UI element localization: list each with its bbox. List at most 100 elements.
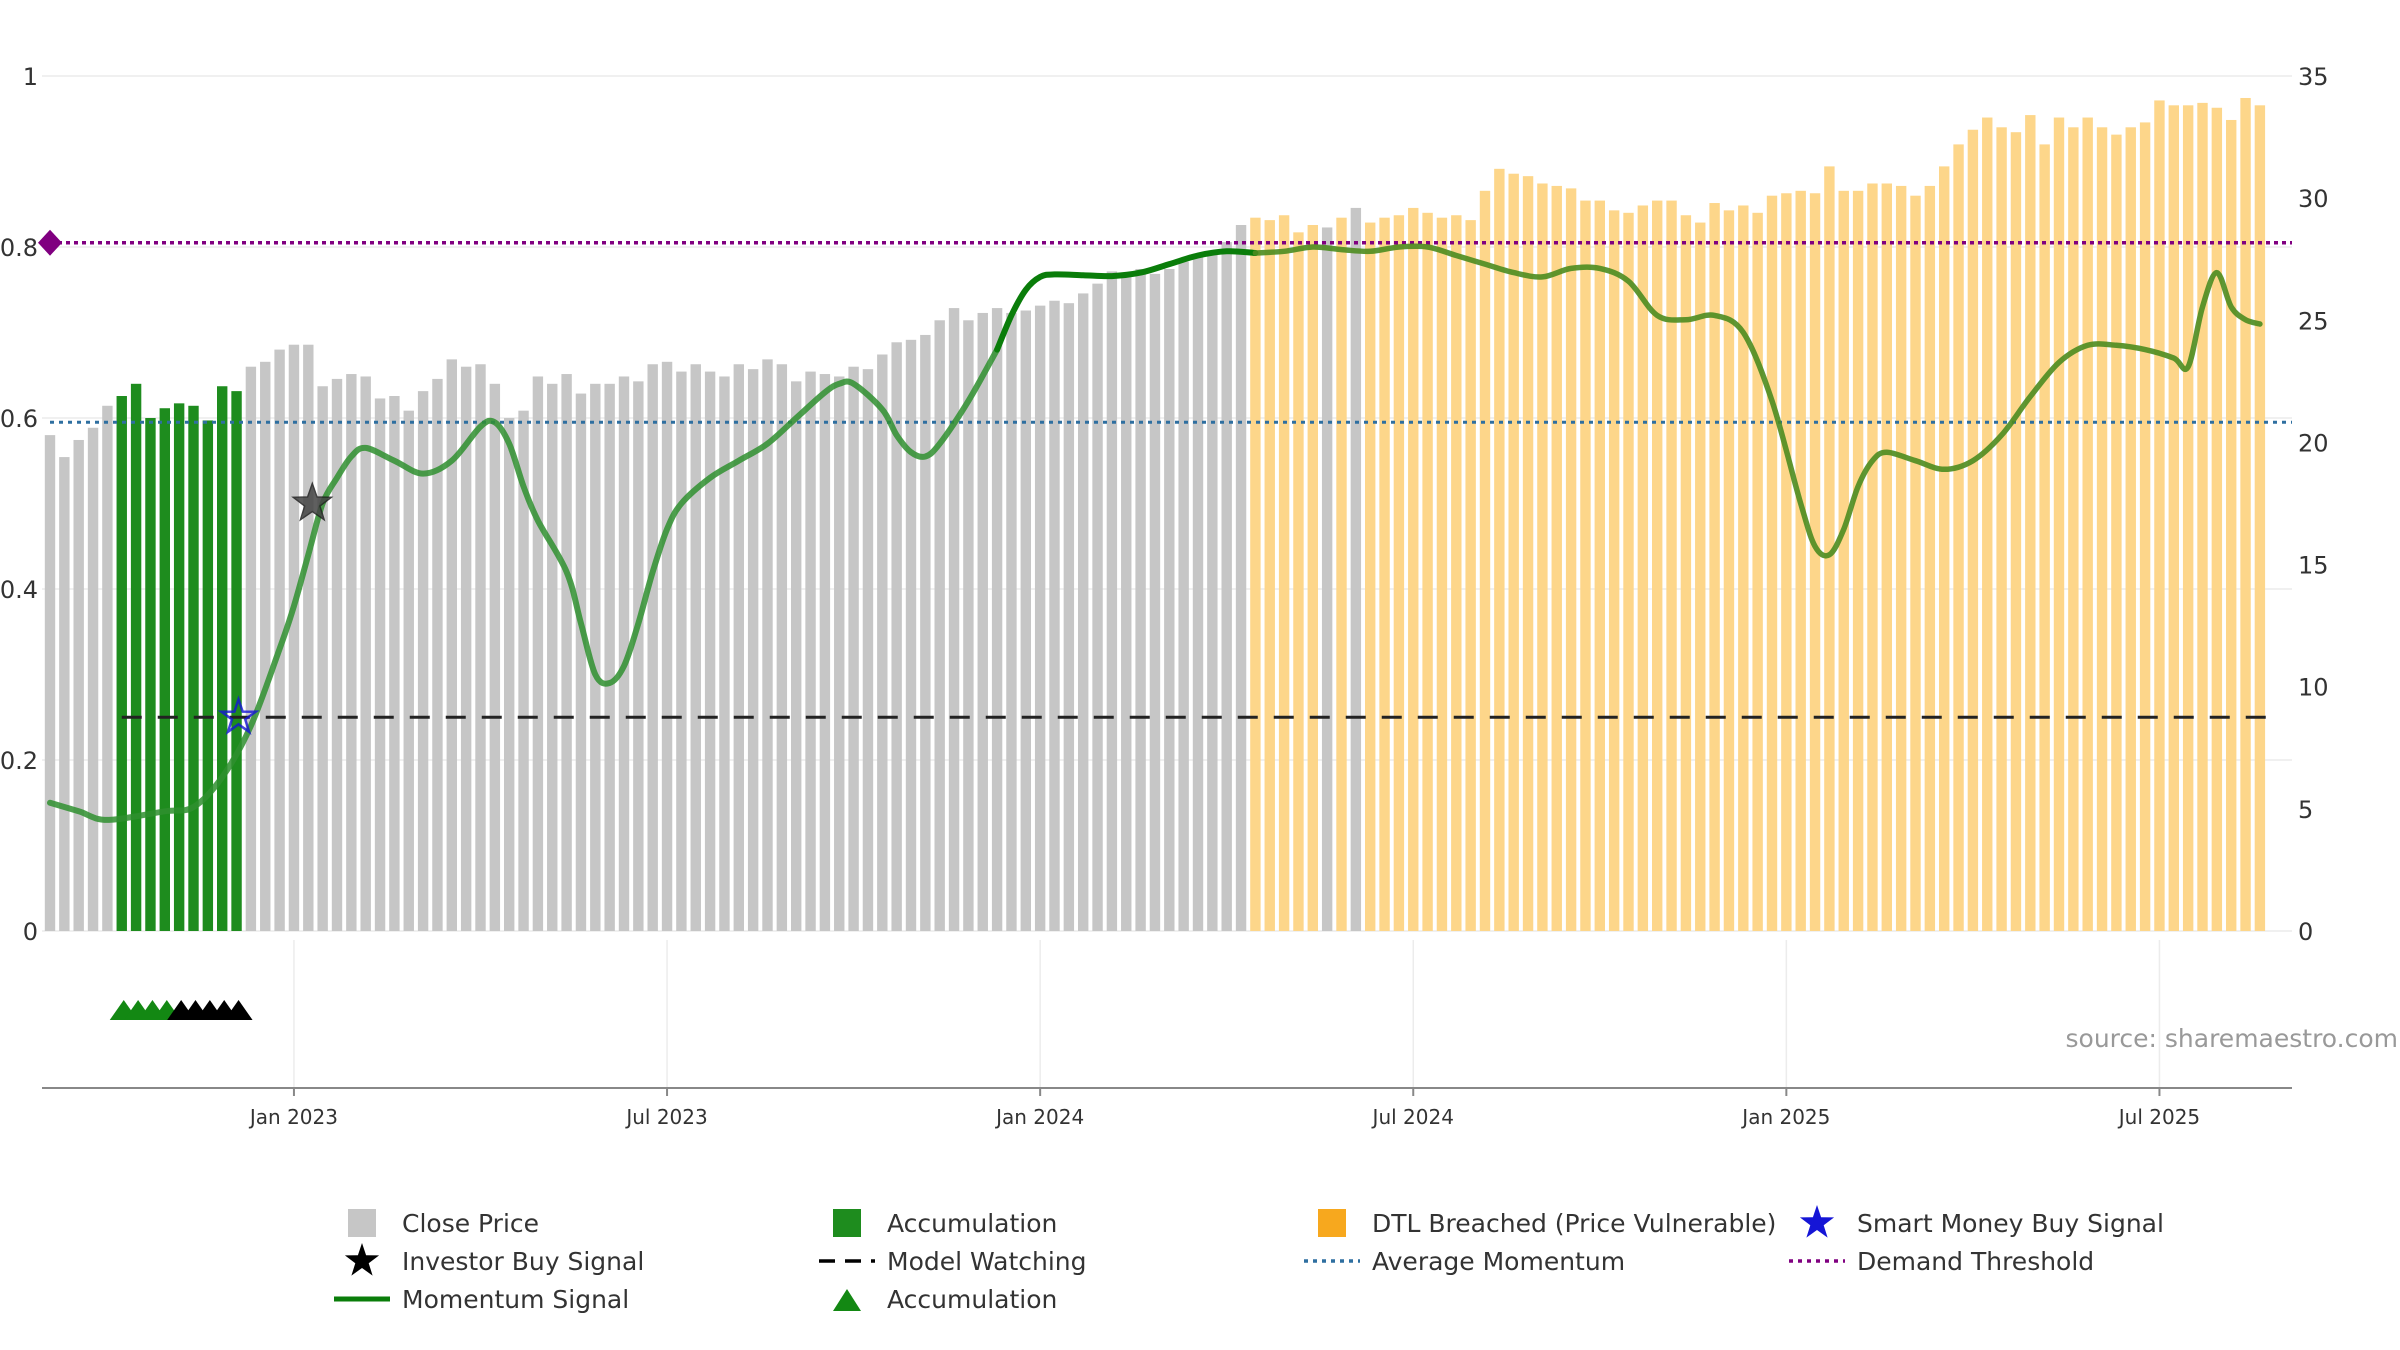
close-price-bar — [1034, 305, 1046, 932]
close-price-bar — [819, 374, 831, 931]
close-price-bar — [446, 359, 457, 931]
close-price-bar — [862, 369, 874, 932]
right-axis-label: 35 — [2298, 63, 2329, 91]
close-price-bar — [346, 374, 357, 931]
close-price-bar — [747, 369, 759, 932]
dtl-breached-bar — [1594, 200, 1605, 932]
dtl-breached-bar — [1709, 203, 1720, 931]
legend-item: Accumulation — [815, 1281, 1057, 1317]
close-price-bar — [805, 371, 816, 932]
close-price-bar — [1092, 283, 1103, 932]
green-line-icon — [330, 1281, 394, 1317]
dtl-breached-bar — [2254, 105, 2266, 932]
orange-square-icon — [1300, 1205, 1364, 1241]
close-price-bar — [934, 320, 945, 931]
dtl-breached-bar — [1781, 193, 1792, 931]
close-price-bar — [647, 364, 658, 931]
dtl-breached-bar — [1508, 173, 1519, 931]
legend-label: Momentum Signal — [402, 1284, 630, 1314]
dtl-breached-bar — [1766, 195, 1778, 931]
accumulation-triangle-black — [224, 1000, 253, 1020]
buy-signals — [217, 481, 334, 735]
left-axis-label: 0.8 — [0, 234, 38, 262]
x-tick-label: Jan 2024 — [994, 1105, 1084, 1129]
left-axis-label: 1 — [23, 63, 38, 91]
close-price-bar — [102, 405, 113, 931]
close-price-bar — [73, 439, 84, 931]
legend-item: Smart Money Buy Signal — [1785, 1205, 2164, 1241]
dtl-breached-bar — [1623, 212, 1634, 932]
dtl-breached-bar — [1494, 168, 1505, 932]
close-price-bar — [1178, 261, 1189, 932]
accumulation-bar — [188, 405, 199, 931]
close-price-bar — [1121, 273, 1132, 931]
legend-item: Model Watching — [815, 1243, 1087, 1279]
close-price-bar — [891, 342, 902, 931]
close-price-bar — [604, 383, 615, 931]
accumulation-bar — [116, 396, 127, 931]
dtl-breached-bar — [1939, 166, 1950, 931]
source-label: source: sharemaestro.com — [2066, 1024, 2399, 1053]
close-price-bar — [260, 361, 271, 931]
dtl-breached-bar — [2010, 132, 2022, 931]
demand-threshold-marker — [38, 229, 62, 256]
x-tick-label: Jul 2025 — [2117, 1105, 2200, 1129]
smart-money-buy-signal-star — [217, 695, 260, 735]
legend-label: Investor Buy Signal — [402, 1246, 645, 1276]
close-price-bar — [1106, 271, 1118, 931]
dtl-breached-bar — [1652, 200, 1663, 932]
dtl-breached-bar — [2111, 134, 2122, 932]
close-price-bar — [762, 359, 773, 931]
close-price-bar — [963, 320, 974, 931]
dtl-breached-bar — [1723, 210, 1735, 931]
legend-label: Demand Threshold — [1857, 1246, 2095, 1276]
close-price-bar — [661, 361, 673, 931]
close-price-bar — [948, 308, 960, 932]
close-price-bar — [518, 410, 529, 932]
close-price-bar — [561, 374, 572, 931]
momentum-signal-line — [47, 243, 2263, 823]
close-price-bar — [403, 410, 414, 932]
dtl-breached-bar — [1580, 200, 1591, 932]
close-price-bar — [317, 386, 328, 931]
close-price-bar — [776, 364, 788, 931]
close-price-bar — [1020, 310, 1031, 931]
legend-label: Close Price — [402, 1208, 540, 1238]
accumulation-bar — [173, 403, 185, 931]
dotted-blue-line-icon — [1300, 1243, 1364, 1279]
dashed-line-icon — [815, 1243, 879, 1279]
dtl-breached-bar — [2139, 122, 2151, 931]
close-price-bar — [991, 308, 1003, 932]
close-price-bar — [834, 376, 845, 931]
legend-label: Accumulation — [887, 1284, 1058, 1314]
dtl-breached-bar — [1522, 176, 1534, 931]
dtl-breached-bar — [1537, 183, 1548, 931]
dtl-breached-bar — [1881, 183, 1892, 931]
right-axis-label: 20 — [2298, 429, 2329, 457]
close-price-bar — [1221, 242, 1232, 932]
accumulation-bar — [145, 418, 156, 931]
x-tick-label: Jan 2025 — [1740, 1105, 1830, 1129]
dtl-breached-bar — [1565, 188, 1577, 931]
dtl-breached-bar — [2039, 144, 2050, 931]
left-axis-label: 0.6 — [0, 405, 38, 433]
dtl-breached-bar — [1996, 127, 2007, 932]
blue-star-icon — [1785, 1205, 1849, 1241]
dtl-breached-bar — [1264, 220, 1275, 932]
close-price-bar — [1149, 273, 1161, 931]
dtl-breached-bar — [2082, 117, 2093, 932]
dtl-breached-bar — [1451, 215, 1462, 931]
close-price-bar — [590, 383, 601, 931]
dtl-breached-bar — [2182, 105, 2194, 932]
close-price-bar — [374, 398, 386, 931]
close-price-bar — [690, 364, 701, 931]
close-price-bar — [475, 364, 486, 931]
close-price-bar — [733, 364, 744, 931]
close-price-bar — [389, 396, 400, 931]
dtl-breached-bar — [2125, 127, 2136, 932]
close-price-bar — [1350, 207, 1362, 931]
dtl-breached-bar — [1838, 190, 1849, 932]
legend-label: Model Watching — [887, 1246, 1087, 1276]
legend-item: Accumulation — [815, 1205, 1057, 1241]
close-price-bar — [59, 457, 70, 931]
